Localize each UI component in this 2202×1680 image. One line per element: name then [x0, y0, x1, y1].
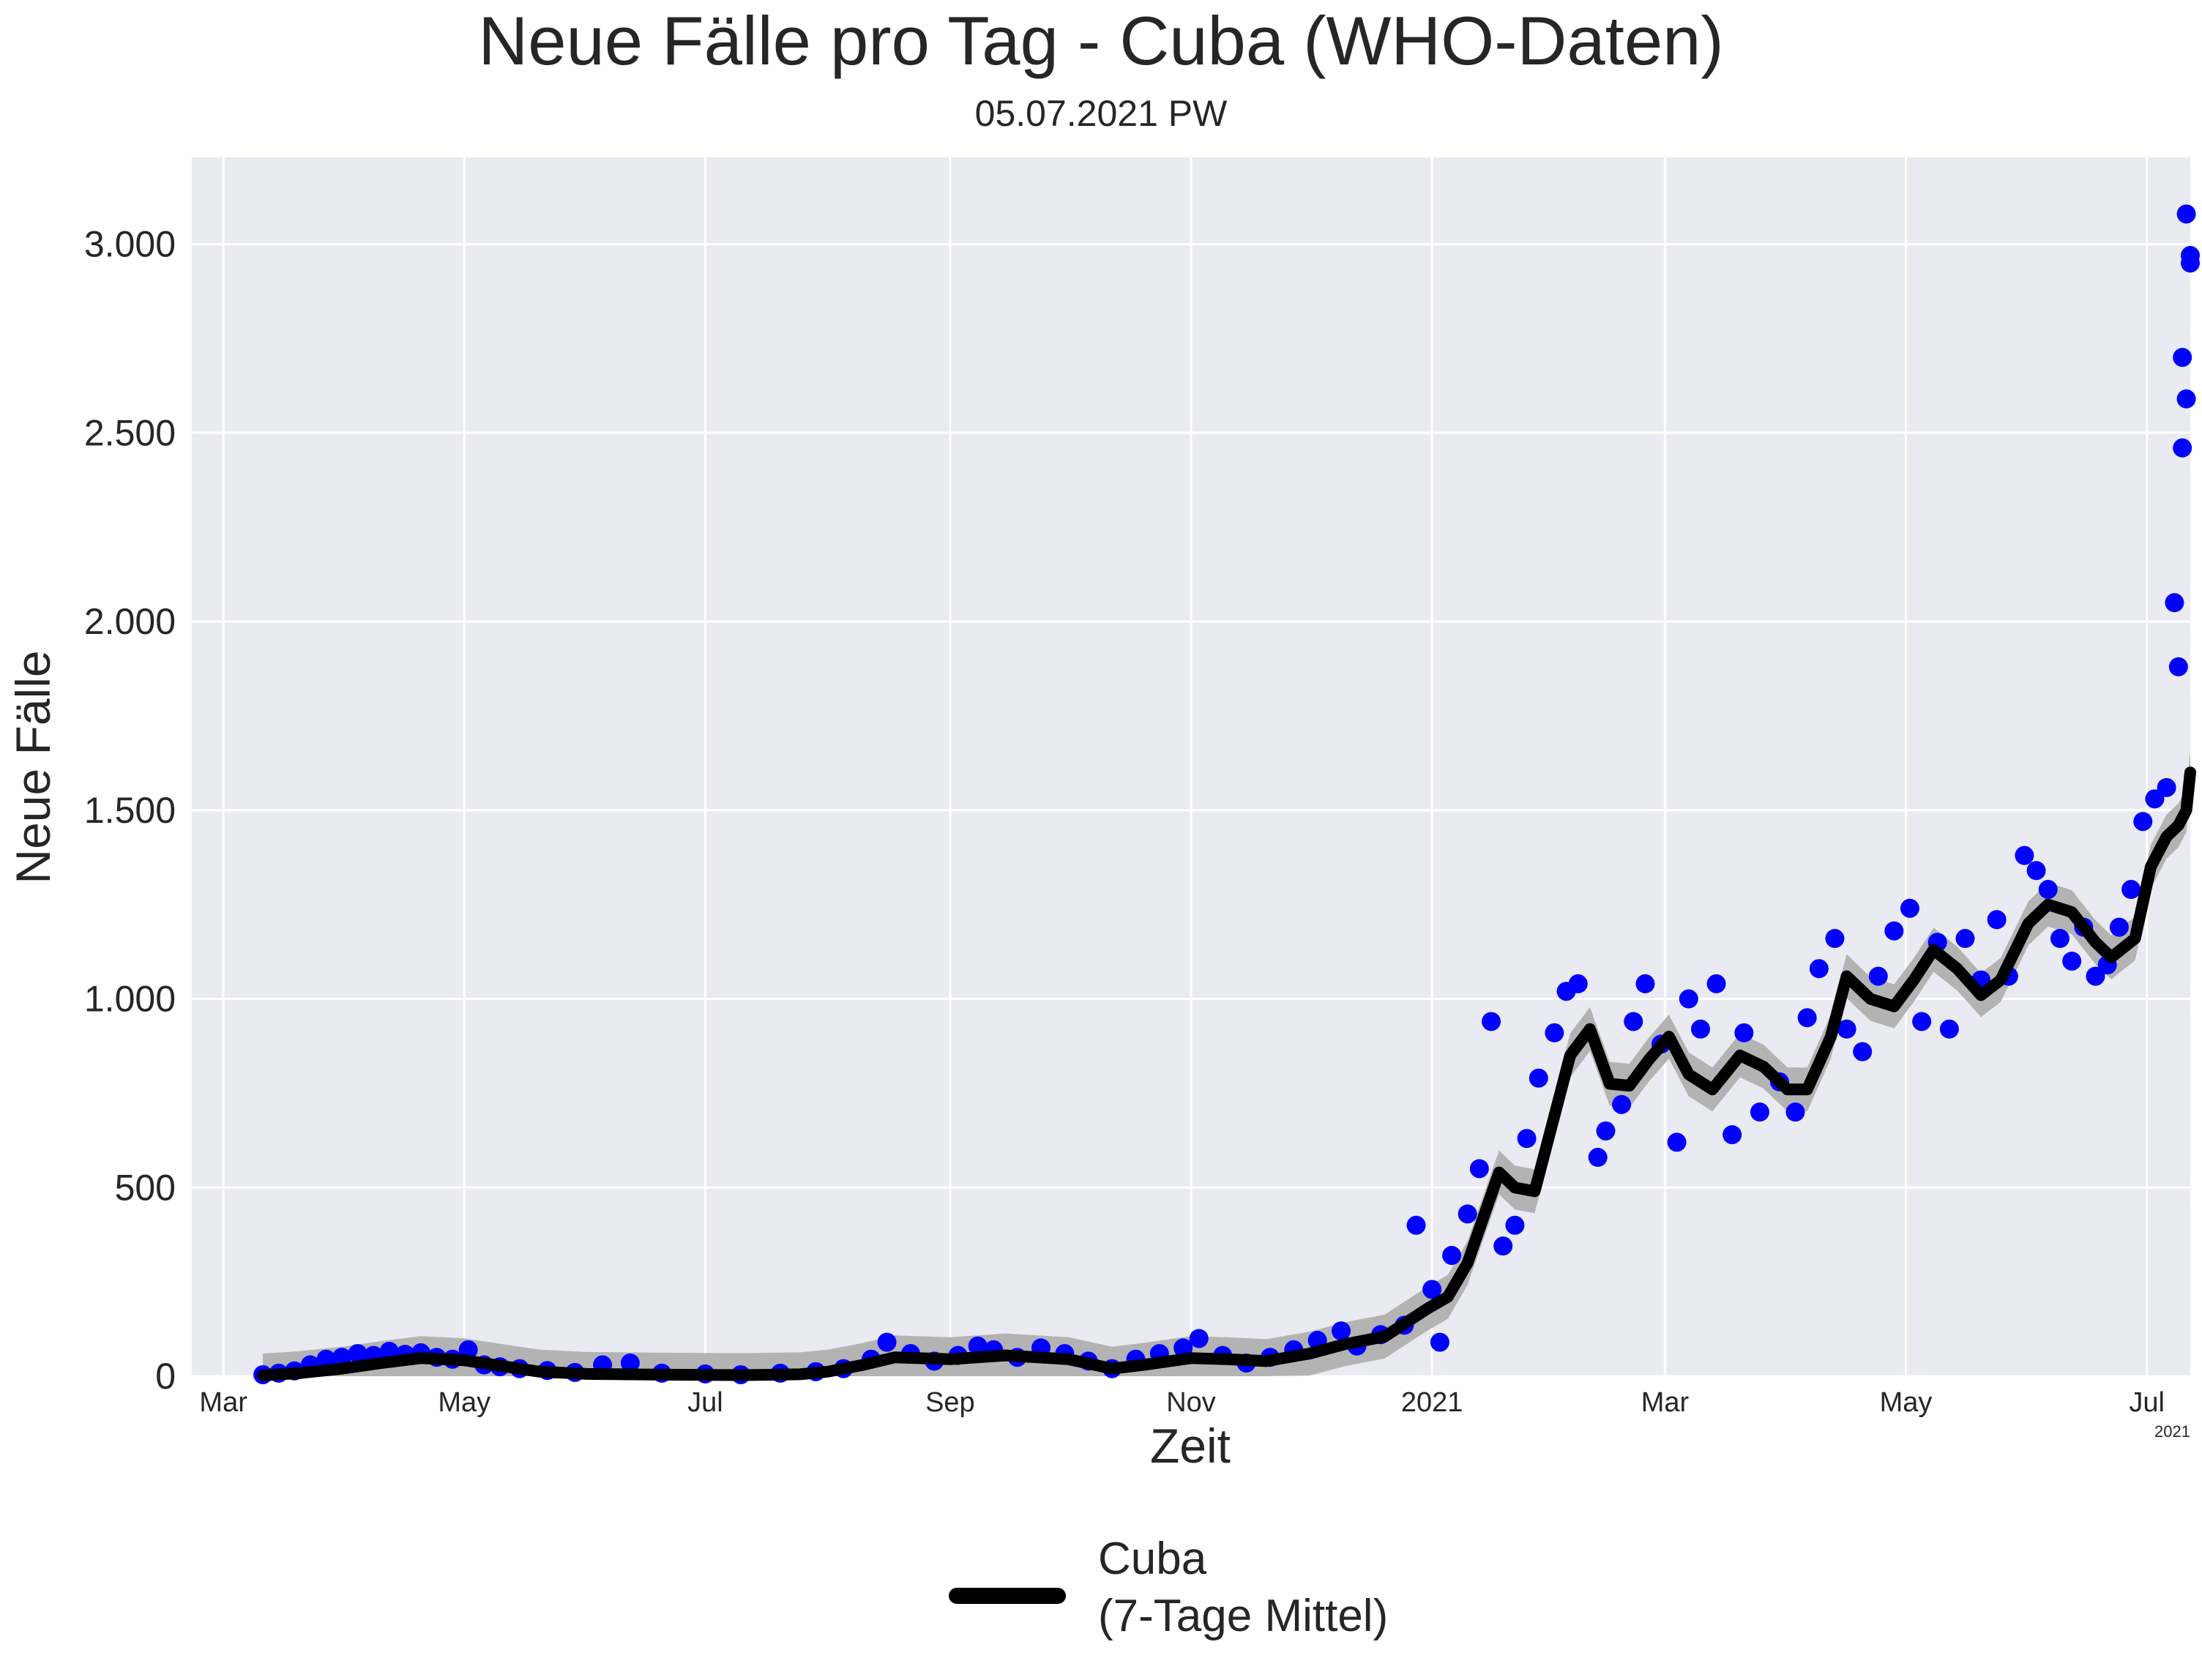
y-tick-label: 500 [115, 1167, 176, 1208]
daily-point [1493, 1236, 1513, 1256]
daily-point [1505, 1215, 1525, 1235]
daily-point [2133, 812, 2153, 832]
daily-point [1706, 974, 1726, 993]
daily-point [1635, 974, 1655, 993]
daily-point [1785, 1102, 1805, 1122]
y-tick-label: 0 [155, 1356, 176, 1397]
daily-point [1624, 1012, 1643, 1031]
daily-point [1868, 966, 1888, 986]
daily-point [2015, 845, 2034, 865]
daily-point [1588, 1148, 1608, 1168]
legend-label: Cuba (7-Tage Mittel) [1098, 1534, 1388, 1641]
y-tick-label: 3.000 [84, 224, 176, 265]
daily-point [1900, 898, 1919, 918]
daily-point [2145, 789, 2165, 809]
daily-point [1430, 1332, 1449, 1352]
legend: Cuba (7-Tage Mittel) [949, 1534, 1388, 1641]
daily-point [2121, 880, 2141, 900]
daily-point [2181, 253, 2200, 273]
series-line-cuba [257, 766, 2196, 1381]
daily-point [1482, 1012, 1501, 1031]
daily-point [1679, 989, 1698, 1009]
daily-point [877, 1332, 897, 1352]
daily-point [1667, 1132, 1687, 1152]
daily-point [1332, 1321, 1351, 1341]
daily-point [2109, 917, 2129, 937]
daily-point [620, 1353, 640, 1373]
y-tick-label: 1.500 [84, 790, 176, 831]
daily-point [1853, 1042, 1873, 1061]
daily-point [1568, 974, 1588, 993]
daily-point [2165, 593, 2184, 613]
daily-point [1955, 929, 1975, 949]
daily-point [1884, 921, 1904, 941]
daily-point [1837, 1019, 1856, 1039]
x-tick-label: May [1880, 1387, 1933, 1418]
x-tick-label: Sep [925, 1387, 975, 1418]
x-tick-label: 2021 [1401, 1387, 1463, 1418]
daily-point [2050, 929, 2069, 949]
daily-point [2157, 777, 2176, 797]
daily-point [2168, 657, 2188, 676]
daily-point [2026, 861, 2046, 881]
daily-point [2086, 966, 2105, 986]
y-axis-ticks: 0 500 1.000 1.500 2.000 2.500 3.000 [84, 224, 176, 1397]
daily-point [1189, 1329, 1209, 1348]
daily-point [2173, 348, 2192, 367]
y-tick-label: 2.000 [84, 601, 176, 642]
daily-point [1596, 1121, 1616, 1140]
y-tick-label: 1.000 [84, 979, 176, 1020]
x-axis-ticks: Mar May Jul Sep Nov 2021 Mar May Jul [199, 1387, 2165, 1418]
daily-point [1809, 959, 1829, 979]
chart-title: Neue Fälle pro Tag - Cuba (WHO-Daten) [478, 2, 1723, 79]
daily-point [2038, 880, 2058, 900]
daily-point [1612, 1094, 1632, 1114]
daily-point [348, 1344, 367, 1364]
x-tick-label: Mar [199, 1387, 247, 1418]
x-tick-label: May [438, 1387, 490, 1418]
daily-point [1406, 1215, 1426, 1235]
daily-point [1529, 1068, 1548, 1088]
daily-point [1797, 1008, 1817, 1028]
x-tick-label: Jul [687, 1387, 723, 1418]
daily-point [968, 1336, 988, 1356]
daily-point [1912, 1012, 1932, 1031]
daily-point [1517, 1129, 1537, 1149]
x-tick-label: Jul [2129, 1387, 2165, 1418]
y-axis-label: Neue Fälle [6, 650, 60, 884]
daily-point [1750, 1102, 1769, 1122]
daily-point [1825, 929, 1845, 949]
daily-point [2176, 389, 2196, 408]
daily-point [2176, 204, 2196, 224]
daily-point [2062, 951, 2082, 971]
daily-point [1734, 1023, 1754, 1042]
y-tick-label: 2.500 [84, 412, 176, 453]
daily-point [1987, 910, 2007, 930]
daily-point [1690, 1019, 1710, 1039]
x-tick-label: Mar [1641, 1387, 1690, 1418]
grid [192, 157, 2190, 1378]
daily-point [1442, 1246, 1462, 1266]
x-axis-label: Zeit [1150, 1419, 1231, 1473]
x-tick-label: Nov [1166, 1387, 1216, 1418]
mean-line [257, 766, 2196, 1381]
daily-point [1458, 1204, 1477, 1224]
daily-point [2173, 438, 2192, 458]
daily-point [1545, 1023, 1564, 1042]
daily-point [1469, 1159, 1489, 1179]
daily-point [1422, 1280, 1442, 1299]
daily-point [1723, 1125, 1742, 1145]
x-axis-offset-label: 2021 [2154, 1422, 2190, 1441]
daily-point [1939, 1019, 1959, 1039]
chart-subtitle: 05.07.2021 PW [975, 93, 1228, 134]
